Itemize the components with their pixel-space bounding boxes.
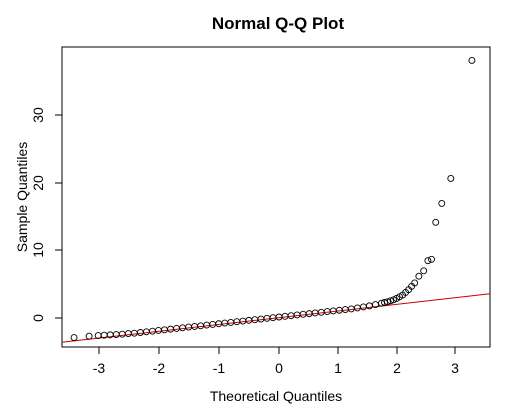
- chart-title: Normal Q-Q Plot: [212, 14, 345, 33]
- data-point: [411, 279, 419, 287]
- data-point: [420, 267, 428, 275]
- data-point: [438, 199, 446, 207]
- y-tick-group-1: 10: [30, 242, 62, 258]
- x-tick-group-0: -3: [93, 347, 106, 376]
- data-point: [387, 297, 394, 305]
- data-points-layer: [70, 57, 476, 342]
- y-tick-group-0: 0: [30, 314, 62, 322]
- x-tick-label: 0: [275, 360, 283, 376]
- y-axis: 0 10 20 30: [30, 107, 63, 322]
- data-point: [384, 298, 391, 306]
- y-tick-label: 0: [30, 314, 46, 322]
- x-axis: -3 -2 -1 0 1 2: [93, 346, 459, 376]
- y-axis-label: Sample Quantiles: [14, 142, 30, 253]
- x-axis-label: Theoretical Quantiles: [210, 388, 342, 404]
- data-point: [85, 332, 93, 340]
- x-tick-label: -2: [153, 360, 166, 376]
- x-tick-label: -3: [93, 360, 106, 376]
- y-tick-label: 30: [30, 107, 46, 123]
- x-tick-group-1: -2: [153, 347, 166, 376]
- x-tick-group-3: 0: [275, 347, 283, 376]
- x-tick-label: 3: [451, 360, 459, 376]
- x-tick-label: 1: [334, 360, 342, 376]
- y-tick-group-3: 30: [30, 107, 62, 123]
- x-tick-label: 2: [393, 360, 401, 376]
- data-point: [428, 255, 435, 263]
- data-point: [432, 218, 440, 226]
- x-tick-group-2: -1: [213, 347, 226, 376]
- x-tick-group-6: 3: [451, 347, 459, 376]
- data-point: [468, 57, 476, 64]
- y-tick-label: 20: [30, 175, 46, 191]
- y-tick-label: 10: [30, 242, 46, 258]
- x-tick-group-4: 1: [334, 347, 342, 376]
- y-tick-group-2: 20: [30, 175, 62, 191]
- x-tick-group-5: 2: [393, 347, 401, 376]
- data-point: [381, 299, 388, 306]
- data-point: [447, 175, 455, 182]
- data-point: [70, 334, 78, 342]
- data-point: [424, 257, 432, 265]
- data-point: [415, 272, 423, 280]
- x-tick-label: -1: [213, 360, 226, 376]
